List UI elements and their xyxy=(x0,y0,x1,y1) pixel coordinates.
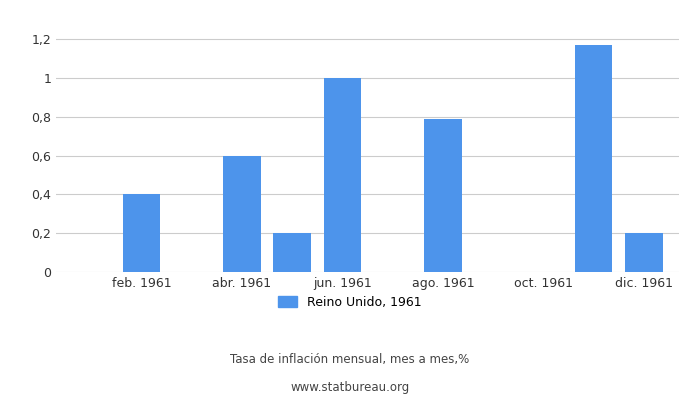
Legend: Reino Unido, 1961: Reino Unido, 1961 xyxy=(273,291,427,314)
Bar xyxy=(575,45,612,272)
Bar xyxy=(625,233,663,272)
Bar xyxy=(323,78,361,272)
Bar xyxy=(424,119,462,272)
Bar xyxy=(273,233,311,272)
Bar xyxy=(223,156,260,272)
Text: Tasa de inflación mensual, mes a mes,%: Tasa de inflación mensual, mes a mes,% xyxy=(230,354,470,366)
Text: www.statbureau.org: www.statbureau.org xyxy=(290,382,410,394)
Bar xyxy=(122,194,160,272)
